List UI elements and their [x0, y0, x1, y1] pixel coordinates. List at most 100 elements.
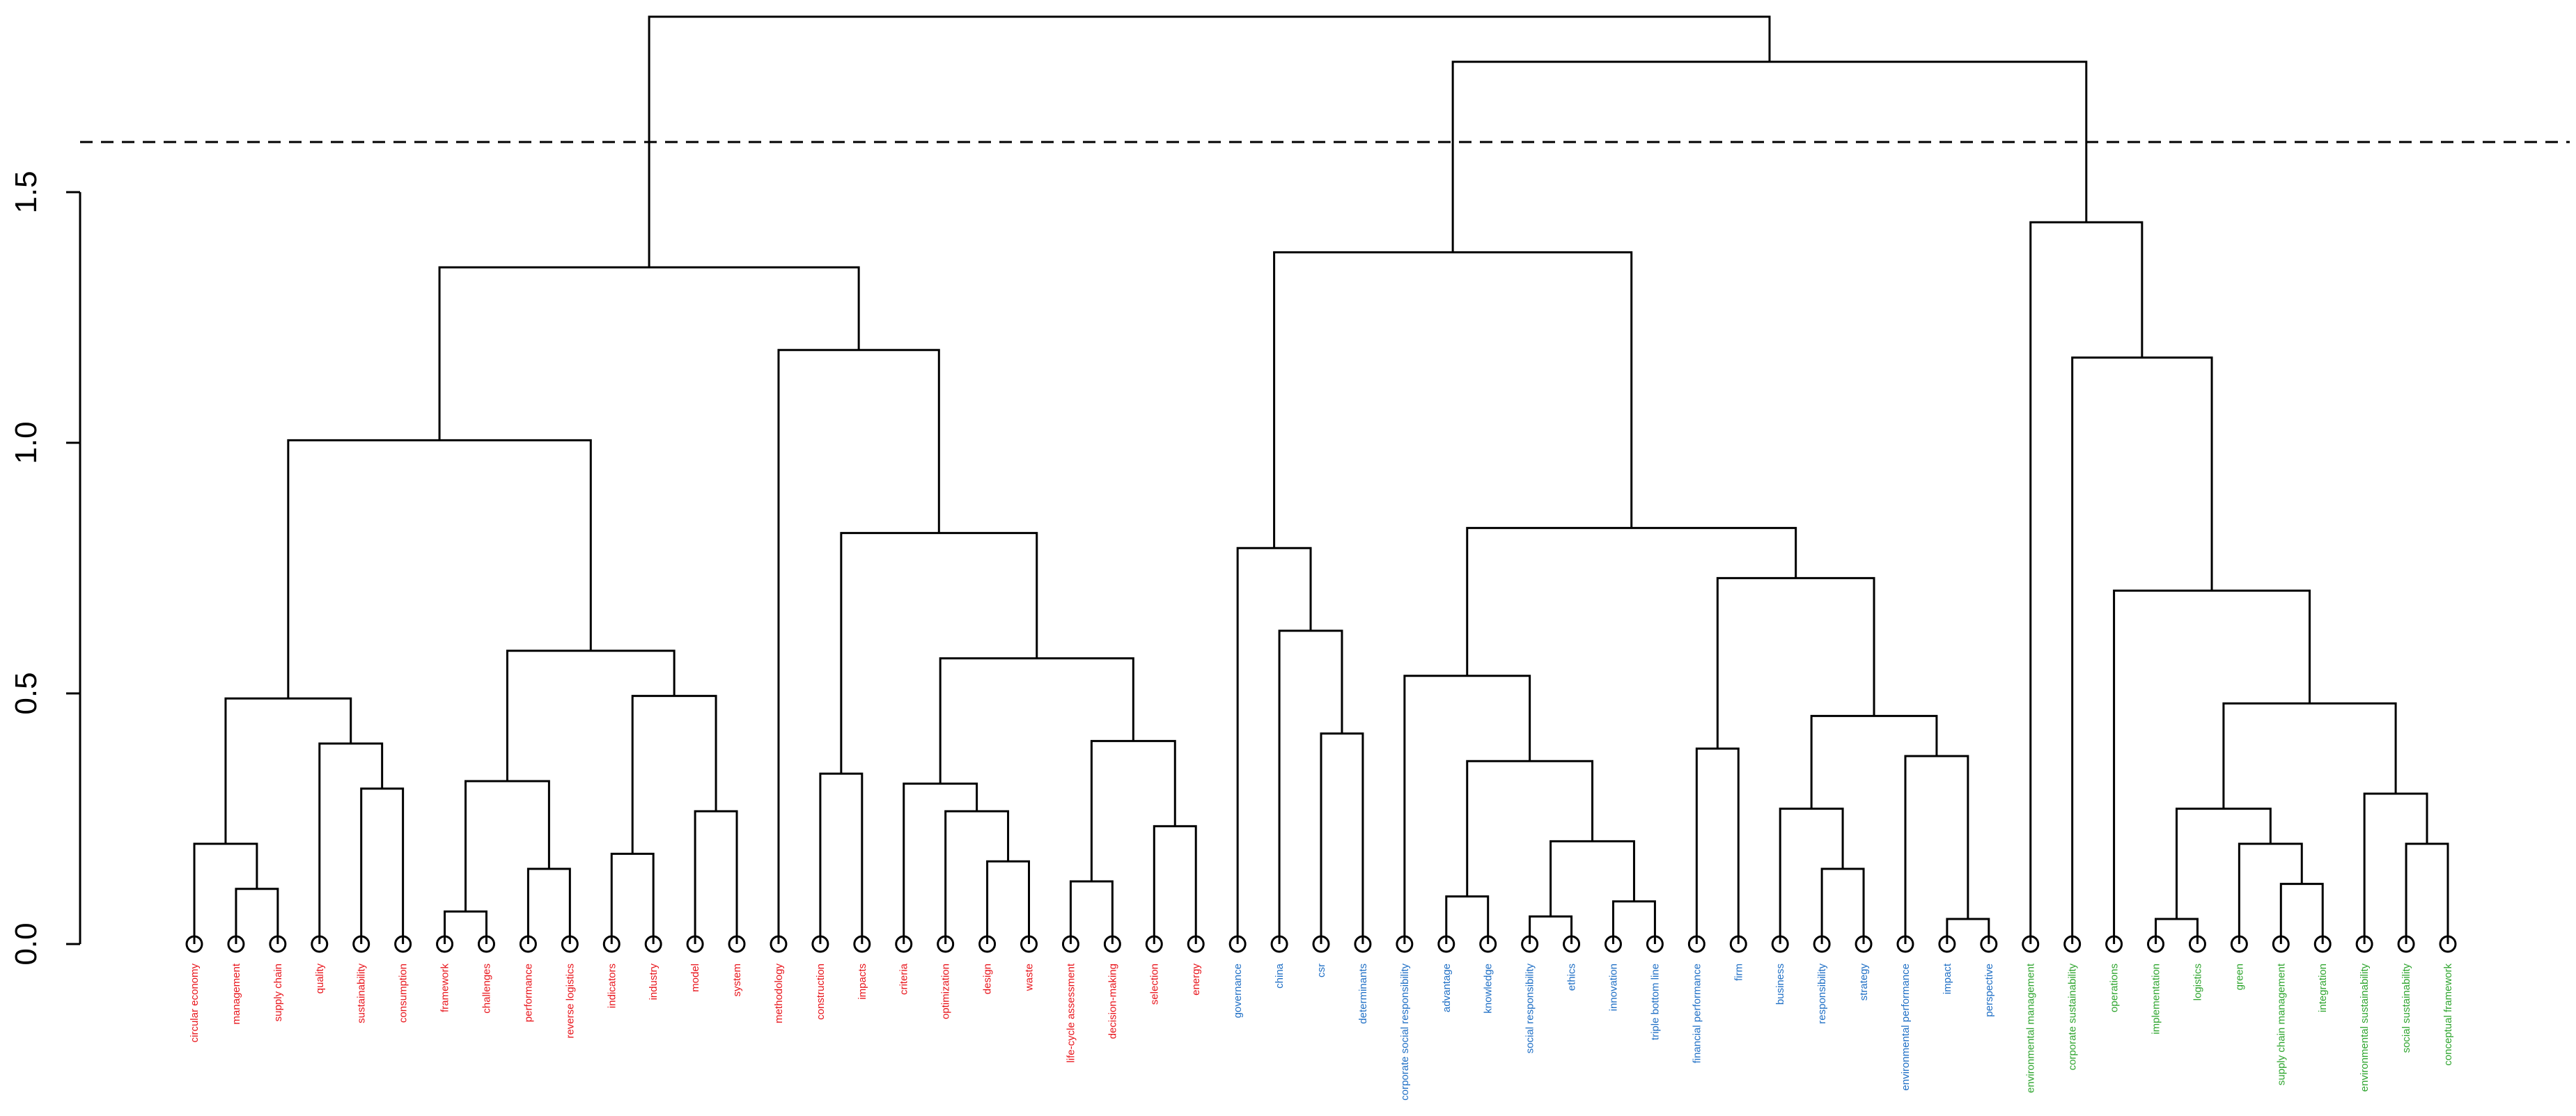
- merge-branch: [2175, 808, 2272, 919]
- leaf-node: [1354, 935, 1372, 953]
- leaf-label: innovation: [1607, 964, 1619, 1011]
- leaf-node: [269, 935, 287, 953]
- merge-branch: [1153, 825, 1197, 944]
- merge-branch: [193, 842, 258, 944]
- merge-branch: [1820, 867, 1865, 944]
- merge-branch: [438, 266, 860, 441]
- leaf-label: decision-making: [1107, 964, 1118, 1039]
- leaf-label: performance: [522, 964, 534, 1022]
- leaf-label: csr: [1316, 964, 1327, 977]
- leaf-node: [394, 935, 412, 953]
- leaf-label: ethics: [1566, 964, 1578, 991]
- leaf-node: [2022, 935, 2040, 953]
- merge-branch: [526, 867, 571, 944]
- leaf-node: [1228, 935, 1247, 953]
- leaf-label: financial performance: [1691, 964, 1703, 1063]
- leaf-label: supply chain: [272, 964, 284, 1021]
- merge-branch: [2071, 356, 2213, 944]
- y-tick-label-2: 1.0: [9, 421, 43, 464]
- leaf-label: social responsibility: [1524, 964, 1536, 1054]
- leaf-label: advantage: [1441, 964, 1453, 1012]
- leaf-node: [1896, 935, 1914, 953]
- merge-branch: [1320, 732, 1364, 944]
- leaf-node: [644, 935, 662, 953]
- leaf-label: firm: [1733, 964, 1744, 981]
- merge-branch: [631, 695, 717, 854]
- leaf-label: triple bottom line: [1649, 964, 1661, 1040]
- leaf-label: quality: [314, 964, 326, 994]
- leaf-node: [2272, 935, 2290, 953]
- leaf-label: criteria: [898, 963, 910, 995]
- leaf-label: environmental sustainability: [2359, 964, 2371, 1092]
- leaf-node: [853, 935, 871, 953]
- merge-branch: [360, 787, 405, 944]
- merge-branch: [1466, 526, 1797, 676]
- leaf-label: social sustainability: [2401, 964, 2412, 1053]
- merge-branch: [1090, 739, 1176, 881]
- leaf-node: [519, 935, 537, 953]
- merge-branch: [1716, 576, 1875, 749]
- merge-branch: [1451, 61, 2088, 253]
- dendrogram-leaves: circular economy management supply chain qu…: [185, 935, 2457, 1101]
- merge-branch: [903, 783, 978, 944]
- leaf-node: [1437, 935, 1455, 953]
- leaf-label: logistics: [2192, 964, 2203, 1000]
- y-axis: 0.0 0.5 1.0 1.5: [9, 171, 81, 966]
- leaf-label: implementation: [2150, 964, 2162, 1035]
- merge-branch: [465, 780, 550, 912]
- leaf-label: impacts: [857, 964, 868, 1000]
- leaf-node: [1980, 935, 1998, 953]
- merge-branch: [287, 439, 592, 699]
- leaf-node: [1687, 935, 1705, 953]
- leaf-node: [436, 935, 454, 953]
- merge-branch: [1904, 755, 1969, 944]
- leaf-node: [1061, 935, 1079, 953]
- leaf-node: [895, 935, 913, 953]
- merge-branch: [2279, 883, 2324, 944]
- leaf-node: [811, 935, 829, 953]
- leaf-node: [728, 935, 746, 953]
- leaf-node: [2147, 935, 2165, 953]
- leaf-label: industry: [648, 964, 659, 1000]
- leaf-label: business: [1774, 964, 1786, 1005]
- leaf-label: circular economy: [189, 964, 201, 1043]
- leaf-node: [2105, 935, 2123, 953]
- merge-branch: [648, 15, 1771, 267]
- merge-branch: [777, 349, 940, 944]
- leaf-node: [185, 935, 203, 953]
- leaf-node: [2230, 935, 2248, 953]
- leaf-node: [1521, 935, 1539, 953]
- leaf-node: [1604, 935, 1622, 953]
- leaf-node: [1938, 935, 1956, 953]
- leaf-node: [227, 935, 245, 953]
- leaf-label: system: [731, 964, 743, 997]
- merge-branch: [944, 810, 1010, 944]
- leaf-node: [1813, 935, 1831, 953]
- leaf-node: [1312, 935, 1330, 953]
- leaf-label: reverse logistics: [564, 964, 576, 1039]
- leaf-label: green: [2233, 964, 2245, 990]
- y-tick-label-0: 0.0: [9, 922, 43, 965]
- merge-branch: [1810, 714, 1938, 809]
- merge-branch: [1069, 880, 1114, 944]
- leaf-node: [937, 935, 955, 953]
- merge-branch: [819, 772, 864, 944]
- leaf-label: integration: [2317, 964, 2329, 1012]
- leaf-node: [2188, 935, 2206, 953]
- merge-branch: [2029, 221, 2144, 944]
- leaf-label: perspective: [1983, 964, 1995, 1017]
- leaf-label: model: [689, 964, 701, 992]
- leaf-label: operations: [2109, 964, 2121, 1012]
- merge-branch: [1611, 900, 1656, 944]
- leaf-label: energy: [1190, 964, 1202, 996]
- leaf-node: [561, 935, 579, 953]
- leaf-label: supply chain management: [2275, 963, 2287, 1085]
- leaf-node: [1020, 935, 1038, 953]
- leaf-label: sustainability: [356, 964, 368, 1023]
- merge-branch: [506, 650, 676, 781]
- leaf-node: [602, 935, 620, 953]
- leaf-label: framework: [439, 964, 451, 1013]
- leaf-node: [1187, 935, 1205, 953]
- merge-branch: [318, 742, 384, 944]
- leaf-node: [770, 935, 788, 953]
